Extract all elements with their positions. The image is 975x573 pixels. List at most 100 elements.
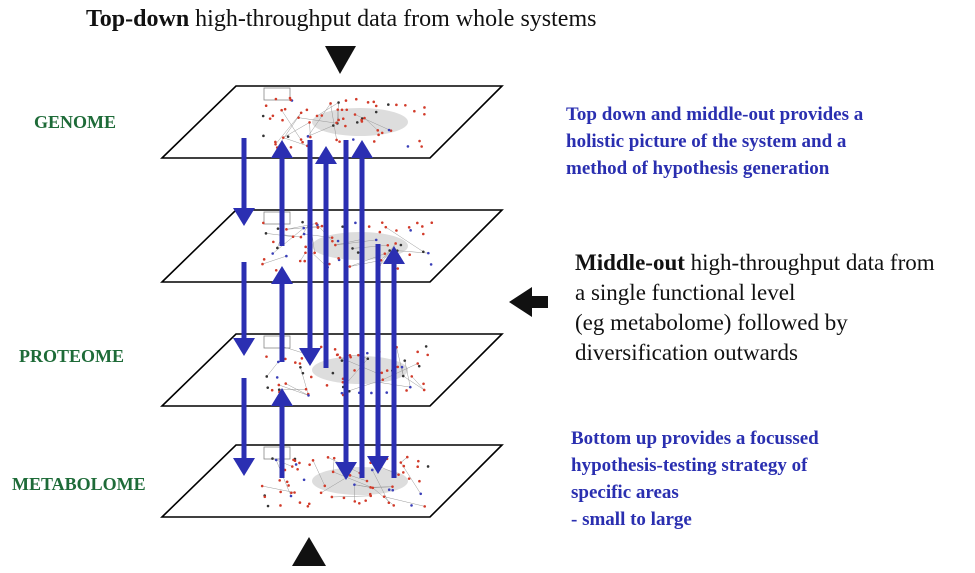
network-node [402,471,405,474]
network-node [423,106,426,109]
network-edge [404,360,411,388]
network-node [344,124,347,128]
network-node [311,459,315,462]
network-node [336,239,340,243]
network-node [281,136,285,139]
network-node [293,491,296,494]
network-node [271,252,275,255]
network-node [382,495,386,498]
network-hub [312,108,408,136]
network-node [308,463,311,466]
network-edge [370,486,393,488]
network-edge [316,102,339,117]
network-node [328,262,331,266]
top-down-caption: Top-down high-throughput data from whole… [86,6,596,33]
network-node [392,504,396,507]
network-node [365,479,369,483]
network-node [301,220,304,224]
network-edge [300,367,309,396]
network-edge [262,485,295,493]
network-node [416,465,419,468]
up-arrow [315,146,337,368]
network-node [418,479,421,483]
network-node [285,480,289,484]
network-node [370,391,373,395]
down-arrow [233,262,255,356]
network-edge [272,227,304,254]
network-node [290,491,293,495]
network-node [366,351,369,355]
network-node [294,361,297,364]
network-node [366,357,370,361]
network-node [308,121,311,124]
network-node [299,111,303,115]
network-node [424,345,428,348]
middle-out-line: (eg metabolome) followed by [575,310,848,335]
middle-out-label: Middle-out [575,250,685,275]
network-node [301,140,304,144]
network-node [386,243,390,247]
network-node [334,243,337,247]
network-node [419,492,423,496]
network-node [340,391,344,395]
network-node [264,232,268,235]
network-node [274,97,278,101]
top-down-note: Top down and middle-out provides a holis… [566,101,966,182]
network-node [348,354,352,357]
middle-out-first-line: Middle-out high-throughput data from [575,248,973,278]
network-node [430,221,434,225]
network-node [298,501,302,504]
network-edge [312,460,326,486]
network-node [357,353,360,357]
network-node [429,263,433,266]
network-node [276,246,279,250]
top-down-label: Top-down [86,6,190,32]
network-node [385,391,389,394]
network-node [309,375,313,379]
network-edge [400,456,408,463]
network-node [356,251,360,254]
network-node [313,251,316,255]
network-node [391,485,394,488]
network-hub [312,467,408,495]
top-down-description: high-throughput data from whole systems [189,6,597,32]
network-node [304,387,308,391]
network-node [337,101,340,104]
network-edge [372,469,390,503]
network-node [401,374,405,378]
down-arrow [233,378,255,476]
bottom-up-triangle-icon [292,537,326,566]
network-node [420,145,423,148]
network-node [306,504,310,508]
network-node [335,353,339,357]
layer-planes [160,85,504,518]
down-arrow [233,138,255,226]
network-node [416,221,419,225]
network-node [389,129,393,132]
network-node [335,121,338,125]
network-node [418,139,421,143]
network-node [279,490,282,494]
network-node [336,108,340,111]
network-edge [384,496,425,507]
network-node [384,225,388,229]
network-node [270,388,274,392]
network-edge [309,122,311,138]
network-node [284,357,287,361]
network-edge [307,125,334,137]
down-arrow [367,244,389,474]
down-arrow [299,140,321,366]
top-down-note-line: Top down and middle-out provides a [566,104,864,125]
network-legend-box [263,211,291,225]
network-node [319,491,323,495]
network-node [340,108,344,112]
network-node [337,256,340,260]
network-node [422,382,425,386]
network-node [298,461,301,465]
network-node [290,465,294,468]
network-node [395,229,398,232]
network-node [265,375,269,378]
network-node [400,365,404,369]
up-arrow [271,388,293,478]
network-node [348,265,352,268]
